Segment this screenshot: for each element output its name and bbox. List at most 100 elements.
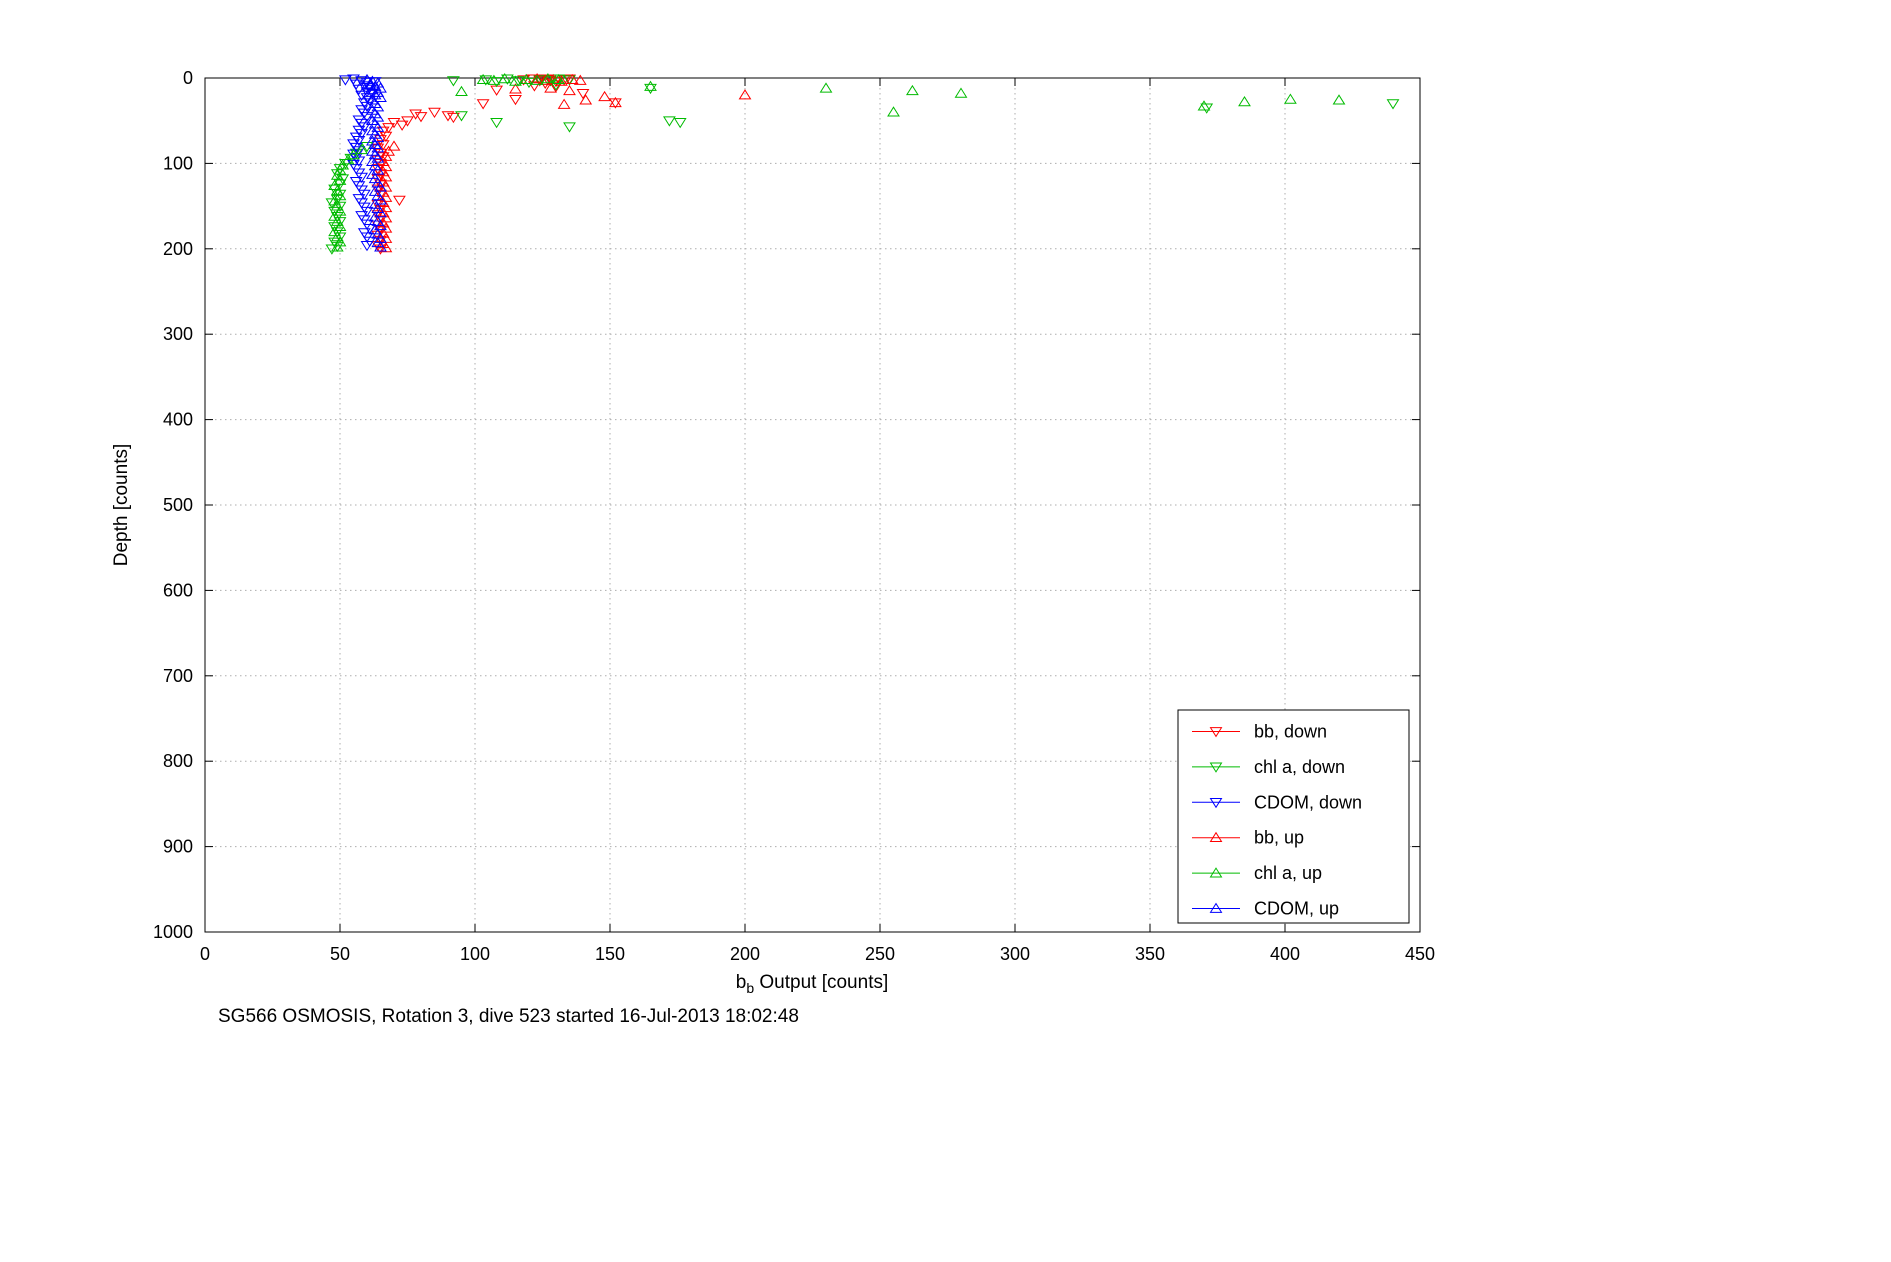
- data-point: [371, 111, 385, 122]
- data-point: [355, 143, 369, 155]
- data-point: [544, 82, 558, 93]
- data-point: [363, 95, 377, 107]
- data-point: [379, 131, 393, 142]
- data-point: [374, 244, 387, 255]
- data-point: [333, 232, 347, 243]
- y-tick-label: 1000: [153, 922, 193, 942]
- data-point: [554, 75, 568, 86]
- data-point: [347, 74, 360, 85]
- data-point: [563, 75, 576, 86]
- data-point: [428, 107, 441, 119]
- y-tick-label: 300: [163, 324, 193, 344]
- data-point: [371, 121, 385, 132]
- data-point: [511, 76, 525, 87]
- data-point: [357, 81, 371, 92]
- data-point: [374, 181, 387, 192]
- data-point: [476, 99, 490, 110]
- data-point: [509, 83, 522, 94]
- data-point: [509, 95, 522, 106]
- data-point: [476, 73, 490, 85]
- data-point: [441, 111, 455, 122]
- data-point: [330, 211, 344, 223]
- y-tick-label: 900: [163, 837, 193, 857]
- x-tick-label: 350: [1135, 944, 1165, 964]
- data-point: [371, 200, 385, 211]
- data-point: [349, 79, 363, 90]
- data-point: [371, 152, 385, 163]
- data-point: [374, 215, 387, 226]
- data-point: [374, 91, 387, 102]
- data-point: [1283, 93, 1297, 104]
- data-point: [905, 84, 919, 96]
- data-point: [330, 241, 344, 252]
- y-tick-label: 400: [163, 410, 193, 430]
- x-axis-label-units: Output [counts]: [754, 972, 889, 993]
- data-point: [1200, 103, 1214, 114]
- data-point: [371, 210, 385, 221]
- data-point: [333, 189, 347, 201]
- data-point: [509, 75, 522, 86]
- data-point: [527, 81, 541, 92]
- data-point: [374, 207, 387, 218]
- data-point: [598, 90, 612, 102]
- legend-marker: [1209, 831, 1223, 843]
- data-point: [517, 75, 531, 86]
- legend-label: CDOM, down: [1254, 792, 1362, 812]
- data-point: [333, 174, 347, 185]
- data-point: [409, 109, 423, 120]
- data-point: [538, 74, 552, 85]
- data-point: [662, 116, 676, 127]
- x-tick-label: 400: [1270, 944, 1300, 964]
- series-bb-up: [376, 72, 752, 253]
- data-point: [392, 195, 406, 207]
- y-tick-label: 800: [163, 751, 193, 771]
- data-point: [374, 235, 387, 247]
- x-axis-label-main: b: [735, 972, 747, 993]
- data-point: [395, 120, 409, 131]
- data-point: [519, 73, 533, 85]
- data-point: [368, 77, 382, 88]
- series-chl-a-up: [328, 72, 1346, 252]
- data-point: [490, 118, 504, 129]
- data-point: [500, 74, 514, 85]
- data-point: [328, 222, 342, 233]
- legend-marker: [1209, 727, 1223, 738]
- legend-label: CDOM, up: [1254, 899, 1339, 919]
- data-point: [374, 205, 387, 216]
- data-point: [347, 148, 360, 160]
- data-point: [557, 98, 571, 109]
- series-cdom-up: [360, 73, 387, 252]
- data-point: [644, 83, 657, 95]
- data-point: [530, 74, 544, 85]
- data-point: [487, 74, 501, 85]
- data-point: [374, 225, 387, 236]
- y-axis-label: Depth [counts]: [111, 443, 132, 567]
- data-point: [360, 87, 374, 98]
- data-point: [371, 164, 385, 175]
- data-point: [355, 76, 369, 87]
- data-point: [414, 112, 428, 123]
- x-tick-label: 50: [330, 944, 350, 964]
- data-point: [608, 96, 622, 108]
- data-point: [819, 82, 833, 93]
- y-tick-label: 500: [163, 495, 193, 515]
- data-point: [352, 156, 366, 167]
- data-point: [576, 89, 590, 100]
- legend-marker: [1209, 867, 1223, 878]
- data-point: [530, 72, 544, 84]
- data-point: [333, 220, 347, 231]
- data-point: [446, 112, 460, 124]
- data-point: [355, 129, 369, 140]
- data-point: [446, 76, 460, 87]
- legend-label: chl a, up: [1254, 863, 1322, 883]
- y-tick-label: 600: [163, 580, 193, 600]
- data-point: [673, 118, 687, 129]
- data-point: [644, 80, 657, 91]
- data-point: [352, 146, 366, 157]
- legend-label: bb, up: [1254, 828, 1304, 848]
- data-point: [357, 122, 371, 133]
- y-tick-label: 0: [183, 68, 193, 88]
- data-point: [379, 242, 393, 253]
- x-axis-label-subscript: b: [746, 979, 755, 996]
